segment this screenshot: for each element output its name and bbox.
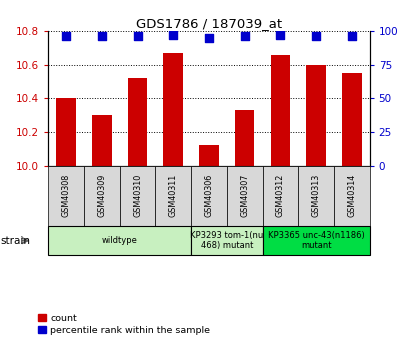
Bar	[270, 55, 290, 166]
Point	[241, 34, 248, 39]
Bar	[92, 115, 112, 166]
Bar	[199, 146, 219, 166]
Point	[312, 34, 319, 39]
Bar	[235, 110, 255, 166]
Text: GSM40313: GSM40313	[312, 174, 320, 217]
Text: strain: strain	[0, 236, 30, 246]
Bar	[163, 53, 183, 166]
Point	[206, 35, 212, 40]
Point	[63, 34, 70, 39]
Title: GDS1786 / 187039_at: GDS1786 / 187039_at	[136, 17, 282, 30]
Bar	[56, 98, 76, 166]
Point	[277, 32, 284, 38]
Text: GSM40312: GSM40312	[276, 174, 285, 217]
Text: GSM40311: GSM40311	[169, 174, 178, 217]
Text: GSM40306: GSM40306	[205, 174, 213, 217]
Legend: count, percentile rank within the sample: count, percentile rank within the sample	[34, 310, 214, 338]
Text: GSM40310: GSM40310	[133, 174, 142, 217]
Point	[170, 32, 177, 38]
Point	[349, 34, 355, 39]
Text: GSM40307: GSM40307	[240, 174, 249, 217]
Text: GSM40314: GSM40314	[347, 174, 356, 217]
Bar	[342, 73, 362, 166]
Text: KP3365 unc-43(n1186)
mutant: KP3365 unc-43(n1186) mutant	[268, 231, 365, 250]
Point	[134, 34, 141, 39]
Text: GSM40308: GSM40308	[62, 174, 71, 217]
Point	[98, 34, 105, 39]
Bar	[306, 65, 326, 166]
Text: wildtype: wildtype	[102, 236, 138, 245]
Bar	[128, 78, 147, 166]
Text: KP3293 tom-1(nu
468) mutant: KP3293 tom-1(nu 468) mutant	[190, 231, 263, 250]
Text: GSM40309: GSM40309	[97, 174, 106, 217]
